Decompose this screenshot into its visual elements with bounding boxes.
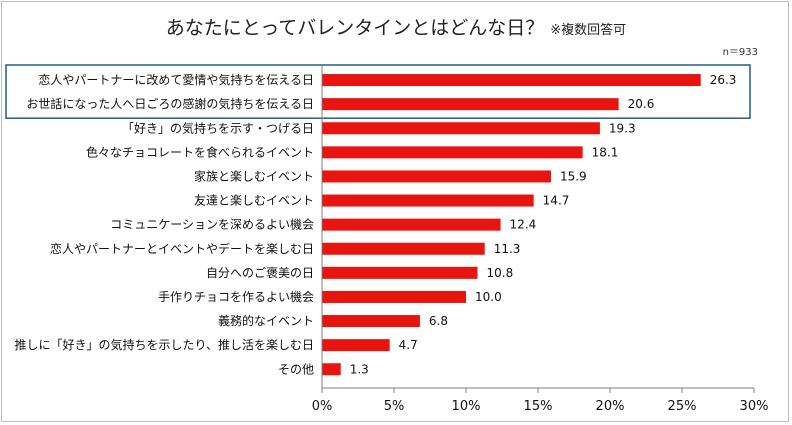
bar xyxy=(322,290,466,303)
bar xyxy=(322,194,534,207)
category-label: 自分へのご褒美の日 xyxy=(206,265,314,280)
value-label: 1.3 xyxy=(350,362,369,376)
category-label: コミュニケーションを深めるよい機会 xyxy=(110,217,314,232)
value-label: 15.9 xyxy=(560,169,587,183)
bar xyxy=(322,242,485,255)
value-label: 18.1 xyxy=(592,145,619,159)
category-label: 友達と楽しむイベント xyxy=(194,194,314,208)
bar xyxy=(322,218,501,231)
bar xyxy=(322,170,551,183)
bar xyxy=(322,74,701,87)
bar xyxy=(322,315,420,328)
category-label: 推しに「好き」の気持ちを示したり、推し活を楽しむ日 xyxy=(14,337,314,352)
category-label: その他 xyxy=(278,362,314,376)
x-tick-label: 20% xyxy=(596,399,625,414)
value-label: 14.7 xyxy=(543,194,570,208)
value-label: 19.3 xyxy=(609,121,636,135)
value-label: 26.3 xyxy=(710,73,737,87)
category-label: お世話になった人へ日ごろの感謝の気持ちを伝える日 xyxy=(26,96,314,111)
value-label: 4.7 xyxy=(399,338,418,352)
value-label: 10.0 xyxy=(475,290,502,304)
category-label: 恋人やパートナーとイベントやデートを楽しむ日 xyxy=(50,241,314,256)
bar xyxy=(322,146,583,159)
category-label: 義務的なイベント xyxy=(218,313,314,328)
category-label: 手作りチョコを作るよい機会 xyxy=(158,289,314,304)
value-label: 11.3 xyxy=(494,242,521,256)
category-label: 恋人やパートナーに改めて愛情や気持ちを伝える日 xyxy=(38,72,314,87)
category-label: 家族と楽しむイベント xyxy=(194,168,314,183)
x-tick-label: 10% xyxy=(452,399,481,414)
sample-size-note: n＝933 xyxy=(723,47,758,58)
chart-title-main: あなたにとってバレンタインとはどんな日？ xyxy=(166,17,544,39)
category-label: 色々なチョコレートを食べられるイベント xyxy=(86,144,314,159)
value-label: 12.4 xyxy=(510,218,537,232)
bar xyxy=(322,363,341,376)
value-label: 20.6 xyxy=(628,97,655,111)
bar xyxy=(322,98,619,111)
chart-title: あなたにとってバレンタインとはどんな日？ ※複数回答可 xyxy=(166,17,626,39)
bar xyxy=(322,122,600,135)
bar xyxy=(322,266,478,279)
chart-subtitle: ※複数回答可 xyxy=(550,22,626,38)
x-tick-label: 0% xyxy=(312,399,333,414)
bar xyxy=(322,339,390,352)
category-label: 「好き」の気持ちを示す・つげる日 xyxy=(122,120,314,135)
x-tick-label: 15% xyxy=(524,399,553,414)
x-tick-label: 30% xyxy=(740,399,769,414)
value-label: 10.8 xyxy=(487,266,514,280)
value-label: 6.8 xyxy=(429,314,448,328)
highlight-box xyxy=(5,64,751,119)
x-tick-label: 25% xyxy=(668,399,697,414)
x-tick-label: 5% xyxy=(384,399,405,414)
